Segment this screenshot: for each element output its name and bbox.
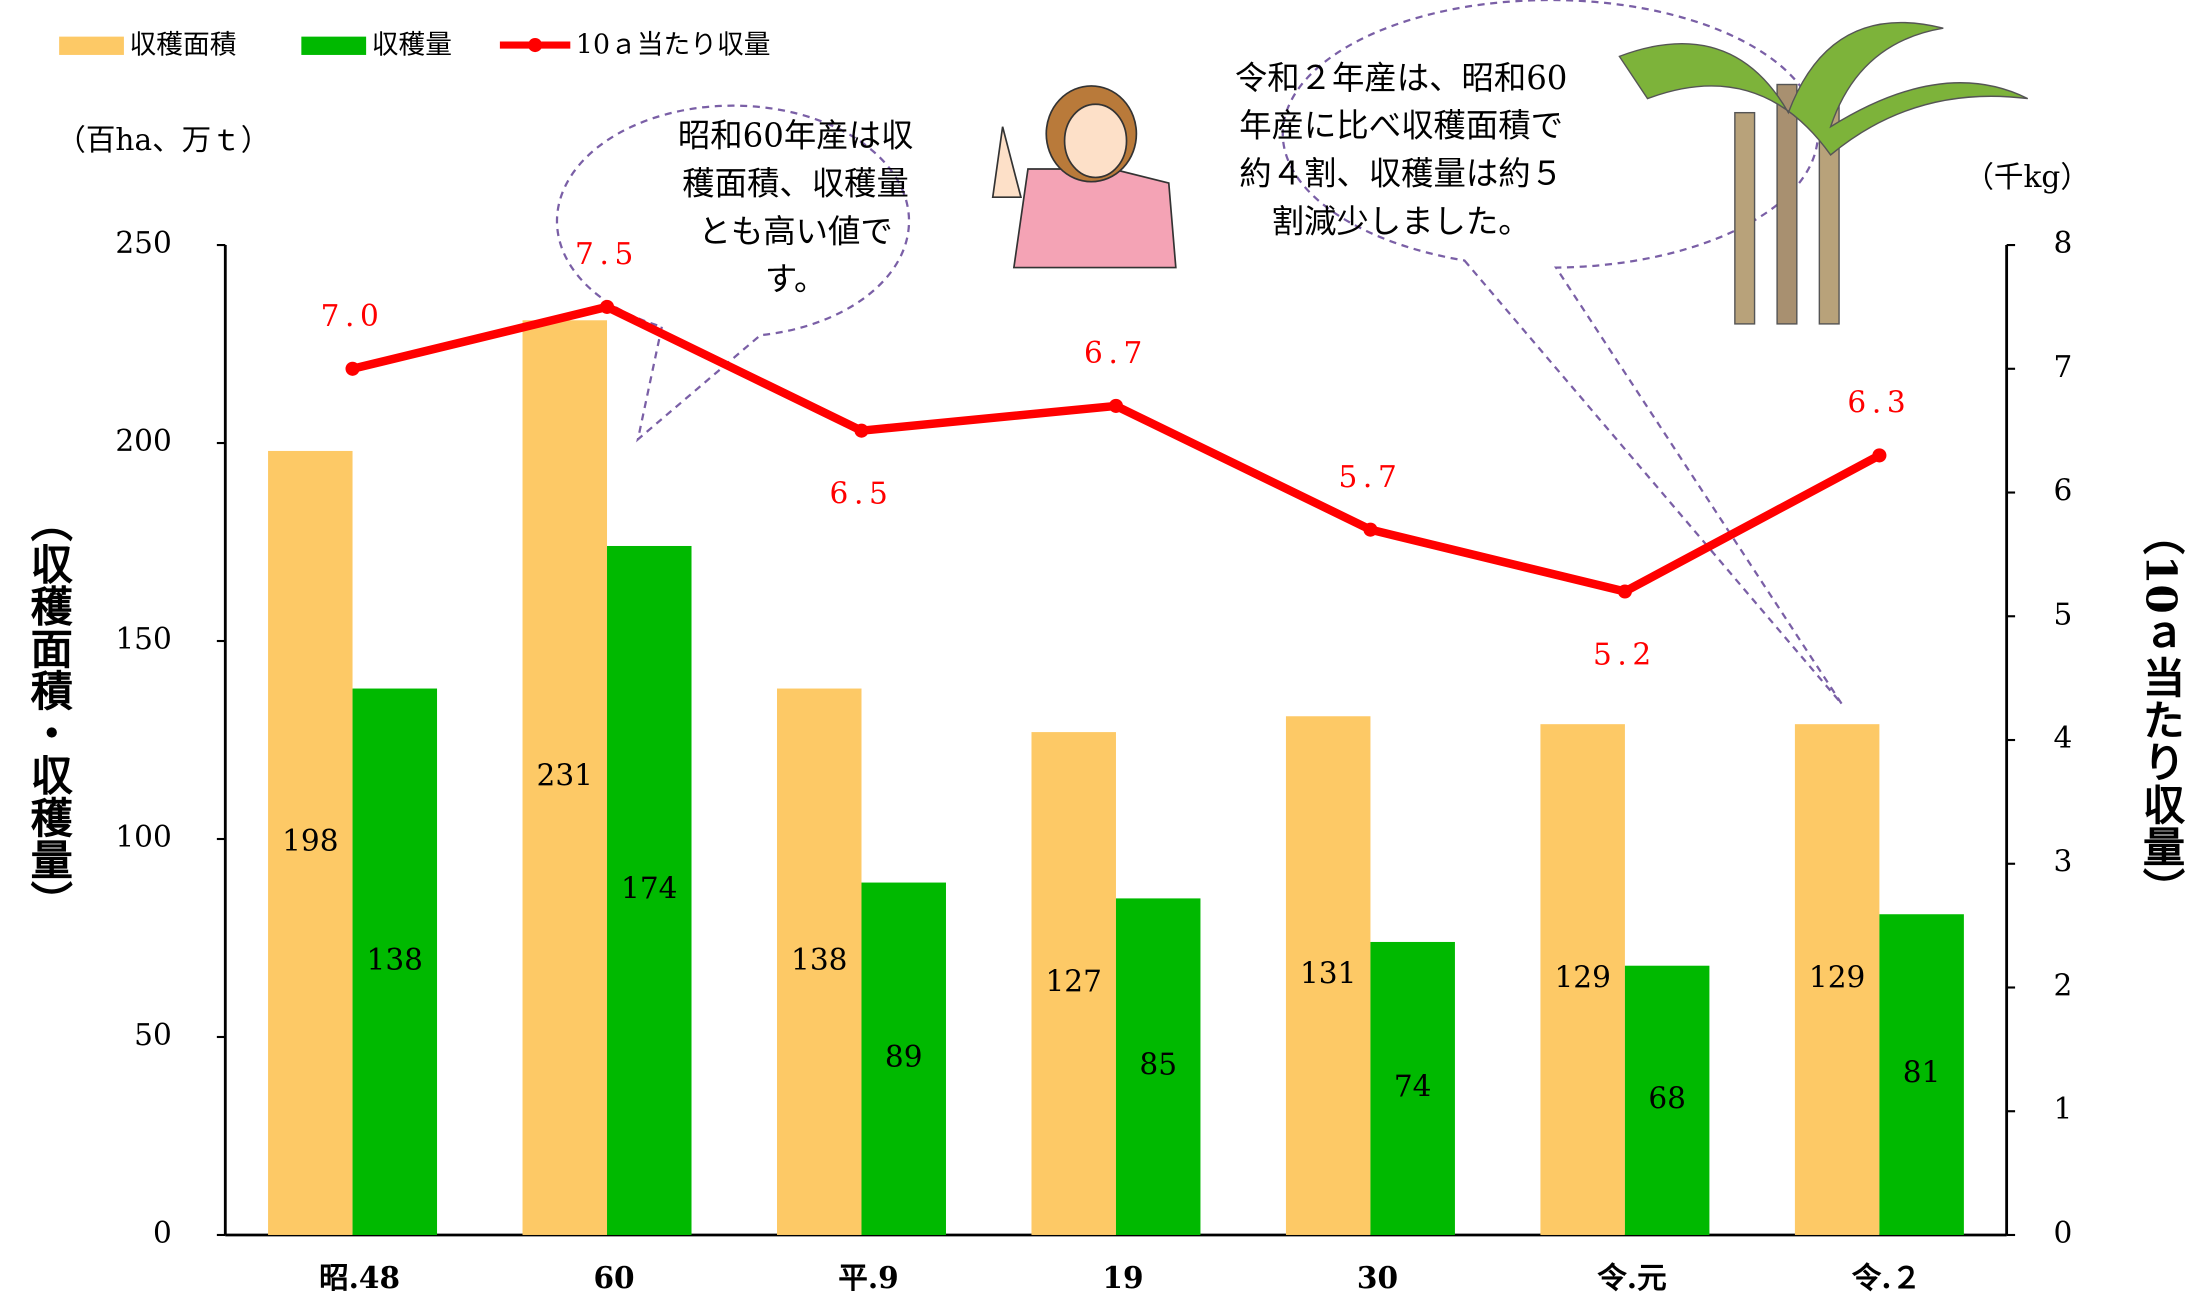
line-point [1618,584,1632,598]
y2-tick-label: 3 [2054,845,2073,879]
x-tick-label: 19 [1102,1260,1143,1295]
bar-value-label: 129 [1554,961,1610,995]
page: （百ha、万ｔ） （千kg） （収穫面積・収穫量） （10ａ当たり収量） 050… [0,0,2208,1304]
y-axis-title: （収穫面積・収穫量） [24,500,74,922]
line-point [1109,399,1123,413]
y-tick-label: 200 [115,424,171,458]
x-tick-label: 令.２ [1852,1260,1921,1295]
y2-tick-label: 6 [2054,474,2073,508]
line-value-label: 6.7 [1084,336,1148,370]
callout-text: 約４割、収穫量は約５ [1239,155,1563,193]
bar-value-label: 129 [1809,961,1865,995]
legend-swatch [528,38,542,52]
x-tick-label: 60 [593,1260,634,1295]
callout-text: 令和２年産は、昭和60 [1235,59,1568,97]
callout-text: 昭和60年産は収 [678,117,913,155]
bar-value-label: 85 [1139,1048,1177,1082]
legend-label: 収穫量 [372,29,452,60]
woman-illustration [993,86,1176,268]
line-value-label: 6.5 [830,476,894,510]
line-value-label: 6.3 [1847,386,1911,420]
y2-tick-label: 1 [2054,1092,2073,1126]
y-tick-label: 250 [115,226,171,260]
x-tick-label: 平.9 [838,1260,898,1295]
legend-label: 10ａ当たり収量 [576,29,771,60]
callout-text: 割減少しました。 [1272,202,1531,240]
line-value-label: 5.7 [1338,460,1402,494]
callout-bubbles [557,0,1842,704]
y2-tick-label: 4 [2054,721,2073,755]
y2-tick-label: 5 [2054,597,2073,631]
y-tick-label: 150 [115,622,171,656]
chart: （百ha、万ｔ） （千kg） （収穫面積・収穫量） （10ａ当たり収量） 050… [0,0,2208,1304]
callout-text: 穫面積、収穫量 [682,164,909,202]
line-point [600,300,614,314]
line-point [346,362,360,376]
y-unit: （百ha、万ｔ） [56,123,270,157]
callout-text: とも高い値で [698,212,892,250]
bar-value-label: 198 [282,824,338,858]
callout-text: 年産に比べ収穫面積で [1239,107,1563,145]
line-point [854,424,868,438]
line-value-label: 7.5 [575,237,639,271]
line-point [1363,523,1377,537]
line-value-label: 7.0 [321,299,385,333]
bar-value-label: 127 [1046,965,1102,999]
bar-value-label: 81 [1903,1056,1941,1090]
y2-tick-label: 8 [2054,226,2073,260]
y2-tick-label: 0 [2054,1216,2073,1250]
bar-value-label: 74 [1394,1069,1432,1103]
bar-value-label: 138 [791,943,847,977]
y2-axis-title: （10ａ当たり収量） [2137,513,2187,910]
y2-unit: （千kg） [1964,160,2090,194]
line-value-label: 5.2 [1593,637,1657,671]
y-tick-label: 100 [115,820,171,854]
y-tick-label: 0 [153,1216,172,1250]
bar-value-label: 131 [1300,957,1356,991]
y2-tick-label: 7 [2054,350,2073,384]
legend-swatch [301,37,366,55]
bar-value-label: 174 [621,871,677,905]
bar-value-label: 68 [1648,1081,1686,1115]
legend-swatch [59,37,124,55]
line-point [1872,448,1886,462]
bar-value-label: 89 [885,1040,923,1074]
legend-label: 収穫面積 [130,29,237,60]
callout-text: す。 [765,260,827,298]
x-tick-label: 30 [1357,1260,1398,1295]
x-tick-label: 昭.48 [319,1260,400,1295]
bar-value-label: 138 [367,943,423,977]
bar-value-label: 231 [537,759,593,793]
y2-tick-label: 2 [2054,968,2073,1002]
y-tick-label: 50 [134,1018,172,1052]
x-tick-label: 令.元 [1597,1260,1666,1295]
